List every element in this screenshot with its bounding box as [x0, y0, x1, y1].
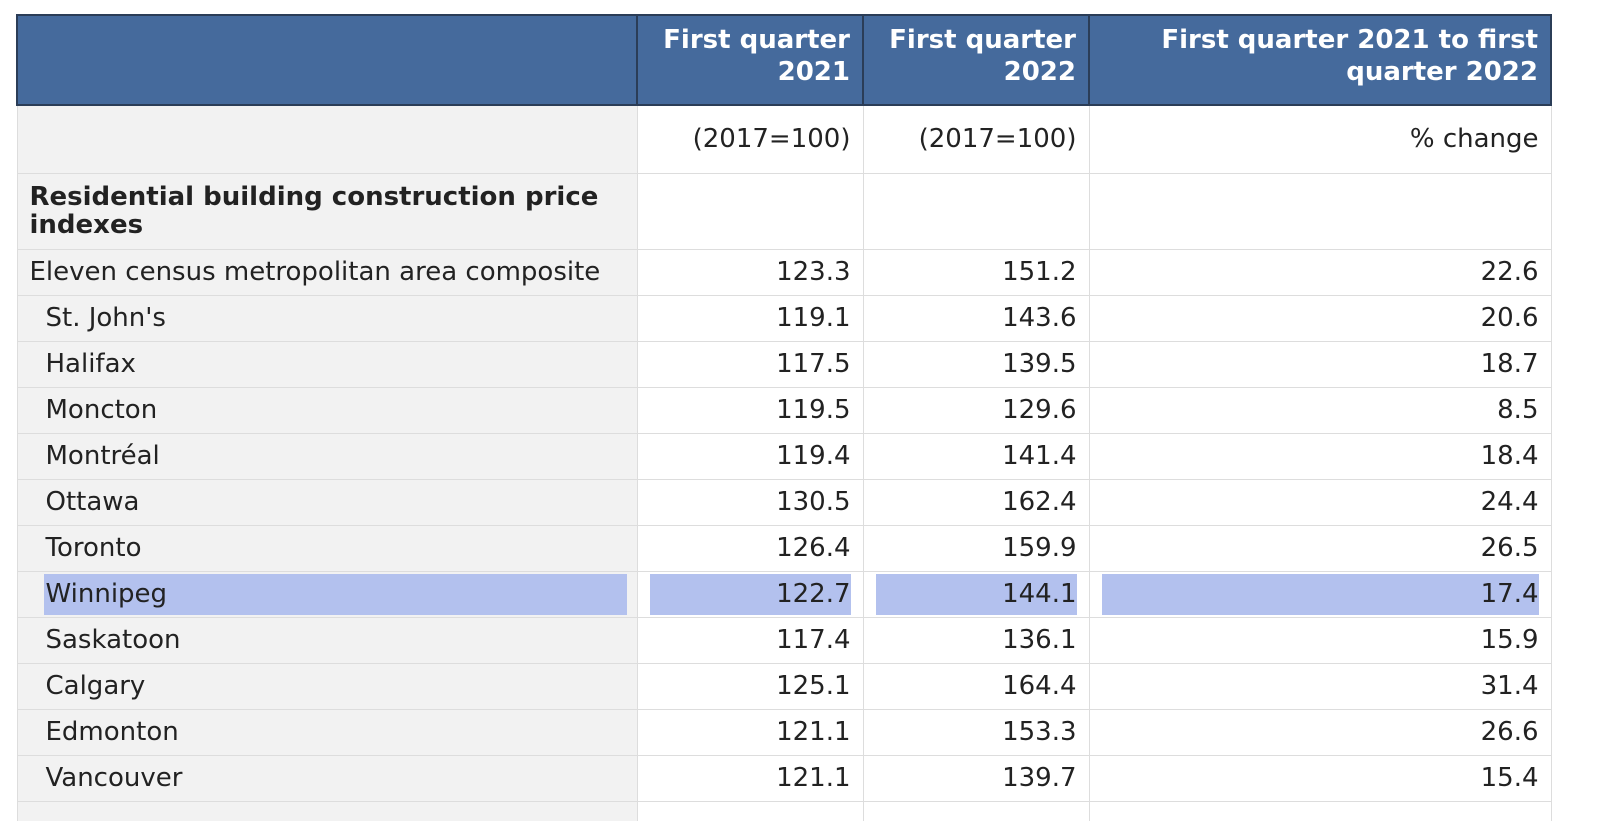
row-value-change: 31.4: [1088, 662, 1552, 710]
row-value-change: 18.7: [1088, 340, 1552, 388]
table-row[interactable]: Halifax 117.5 139.5 18.7: [16, 340, 1552, 388]
table-row[interactable]: Ottawa 130.5 162.4 24.4: [16, 478, 1552, 526]
row-value-q21: 121.1: [636, 754, 864, 802]
row-value-q22: 144.1: [1002, 579, 1077, 609]
row-value-q22: 153.3: [862, 708, 1090, 756]
row-label: Saskatoon: [16, 616, 638, 664]
row-value-q22: 129.6: [862, 386, 1090, 434]
table-row-partial: [16, 800, 1552, 821]
row-value-q22: 139.5: [862, 340, 1090, 388]
row-value-q22: 159.9: [862, 524, 1090, 572]
row-value-q22-cell: 144.1: [862, 570, 1090, 618]
row-label-cell: Winnipeg: [16, 570, 638, 618]
row-value-q21: 117.5: [636, 340, 864, 388]
row-value-change: 17.4: [1480, 579, 1539, 609]
table-row[interactable]: Edmonton 121.1 153.3 26.6: [16, 708, 1552, 756]
table-row[interactable]: Toronto 126.4 159.9 26.5: [16, 524, 1552, 572]
header-cell-label: [16, 14, 638, 106]
partial-cell: [16, 800, 638, 821]
row-value-q22: 141.4: [862, 432, 1090, 480]
selection-highlight: [875, 573, 1077, 615]
row-label: Ottawa: [16, 478, 638, 526]
row-label: Vancouver: [16, 754, 638, 802]
units-cell-q21: (2017=100): [636, 104, 864, 174]
units-cell-label: [16, 104, 638, 174]
row-value-change: 15.9: [1088, 616, 1552, 664]
row-value-change: 22.6: [1088, 248, 1552, 296]
partial-cell: [636, 800, 864, 821]
section-empty-cell: [862, 172, 1090, 250]
header-cell-first-quarter-2022: First quarter 2022: [862, 14, 1090, 106]
row-value-change: 15.4: [1088, 754, 1552, 802]
selection-highlight: [1101, 573, 1539, 615]
row-value-q21: 117.4: [636, 616, 864, 664]
section-empty-cell: [636, 172, 864, 250]
row-value-q21: 125.1: [636, 662, 864, 710]
row-value-q21: 119.1: [636, 294, 864, 342]
row-value-change: 18.4: [1088, 432, 1552, 480]
table-row[interactable]: Saskatoon 117.4 136.1 15.9: [16, 616, 1552, 664]
table-row[interactable]: Montréal 119.4 141.4 18.4: [16, 432, 1552, 480]
selection-highlight: [43, 573, 627, 615]
row-label: Edmonton: [16, 708, 638, 756]
row-value-q22: 164.4: [862, 662, 1090, 710]
units-row: (2017=100) (2017=100) % change: [16, 104, 1552, 174]
table-header-row: First quarter 2021 First quarter 2022 Fi…: [16, 14, 1552, 106]
row-label: St. John's: [16, 294, 638, 342]
row-label: Halifax: [16, 340, 638, 388]
row-value-q21: 123.3: [636, 248, 864, 296]
units-cell-change: % change: [1088, 104, 1552, 174]
row-value-change: 26.5: [1088, 524, 1552, 572]
row-value-q22: 162.4: [862, 478, 1090, 526]
header-cell-percent-change: First quarter 2021 to first quarter 2022: [1088, 14, 1552, 106]
section-empty-cell: [1088, 172, 1552, 250]
table-row[interactable]: Vancouver 121.1 139.7 15.4: [16, 754, 1552, 802]
row-value-q22: 136.1: [862, 616, 1090, 664]
row-label: Calgary: [16, 662, 638, 710]
price-index-table: First quarter 2021 First quarter 2022 Fi…: [16, 14, 1552, 821]
header-cell-first-quarter-2021: First quarter 2021: [636, 14, 864, 106]
row-label: Montréal: [16, 432, 638, 480]
row-value-q21: 122.7: [776, 579, 851, 609]
row-value-q21: 130.5: [636, 478, 864, 526]
table-row[interactable]: Calgary 125.1 164.4 31.4: [16, 662, 1552, 710]
table-row[interactable]: St. John's 119.1 143.6 20.6: [16, 294, 1552, 342]
row-value-change: 20.6: [1088, 294, 1552, 342]
selection-highlight: [649, 573, 851, 615]
row-value-q21: 119.4: [636, 432, 864, 480]
partial-cell: [1088, 800, 1552, 821]
row-label: Toronto: [16, 524, 638, 572]
units-cell-q22: (2017=100): [862, 104, 1090, 174]
row-value-q22: 143.6: [862, 294, 1090, 342]
partial-cell: [862, 800, 1090, 821]
table-row[interactable]: Eleven census metropolitan area composit…: [16, 248, 1552, 296]
row-value-change: 8.5: [1088, 386, 1552, 434]
row-label: Winnipeg: [45, 579, 168, 609]
section-heading-row: Residential building construction price …: [16, 172, 1552, 250]
row-value-change: 24.4: [1088, 478, 1552, 526]
row-value-q21: 119.5: [636, 386, 864, 434]
row-value-change-cell: 17.4: [1088, 570, 1552, 618]
table-row-selected[interactable]: Winnipeg 122.7 144.1 17.4: [16, 570, 1552, 618]
table-row[interactable]: Moncton 119.5 129.6 8.5: [16, 386, 1552, 434]
row-value-q21: 121.1: [636, 708, 864, 756]
row-value-change: 26.6: [1088, 708, 1552, 756]
row-label: Moncton: [16, 386, 638, 434]
row-value-q22: 139.7: [862, 754, 1090, 802]
row-value-q22: 151.2: [862, 248, 1090, 296]
row-value-q21: 126.4: [636, 524, 864, 572]
row-value-q21-cell: 122.7: [636, 570, 864, 618]
section-heading: Residential building construction price …: [16, 172, 638, 250]
row-label: Eleven census metropolitan area composit…: [16, 248, 638, 296]
price-index-table-container: First quarter 2021 First quarter 2022 Fi…: [16, 14, 1552, 821]
